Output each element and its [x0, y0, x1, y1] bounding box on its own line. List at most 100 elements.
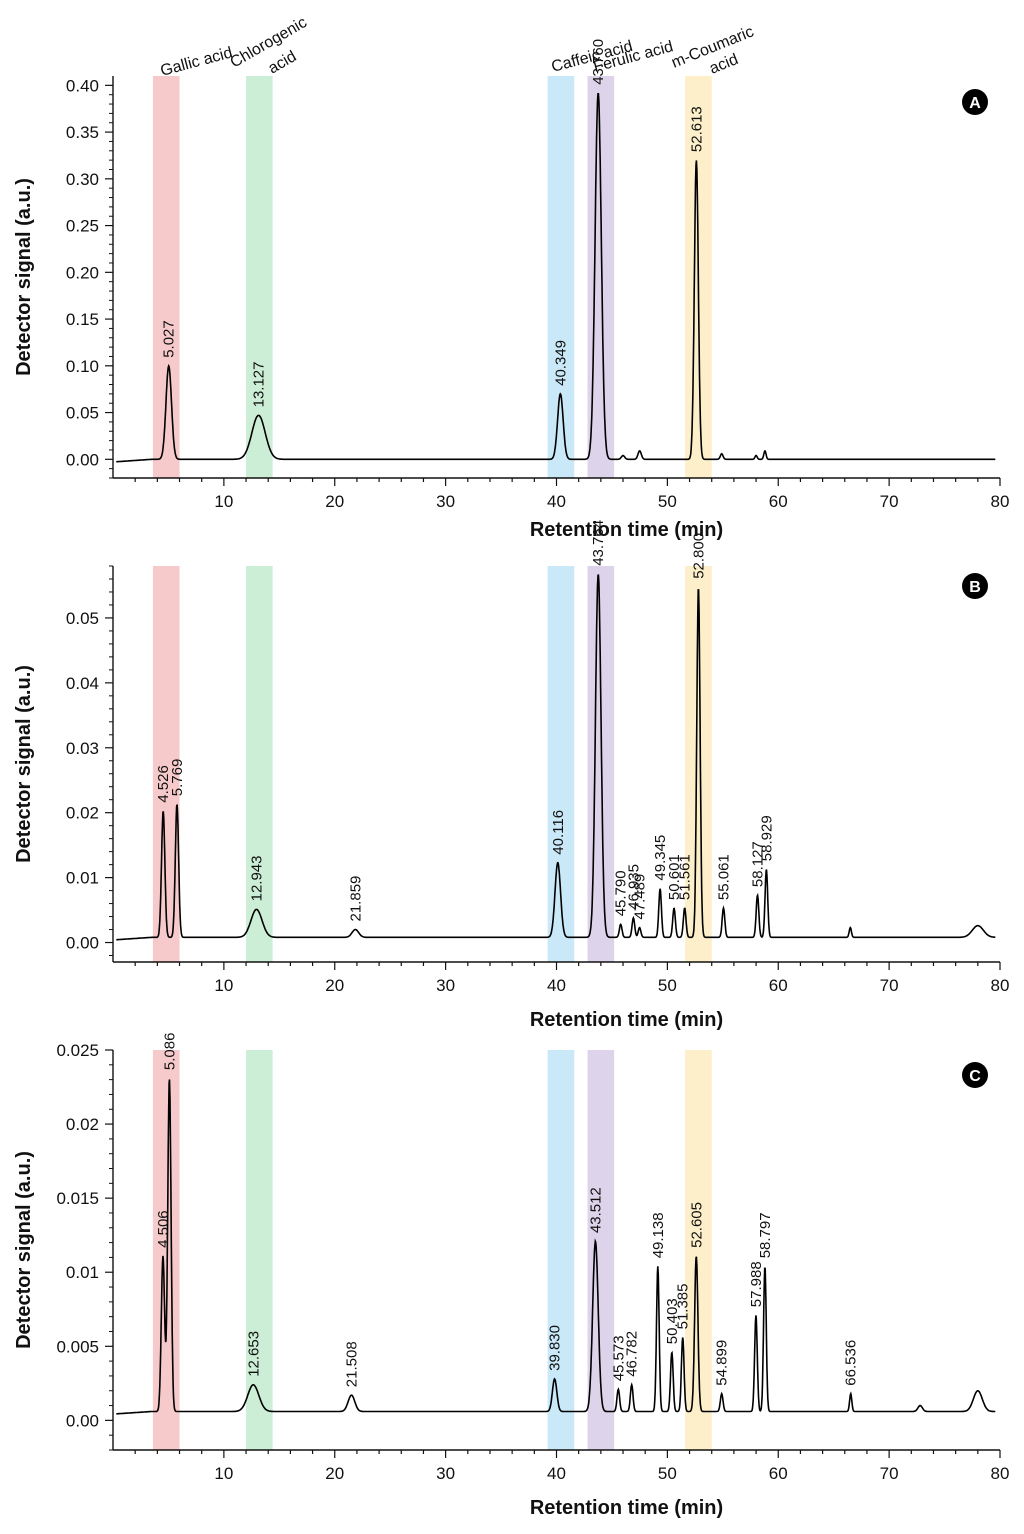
y-tick-label: 0.20 — [66, 263, 99, 282]
y-tick-label: 0.025 — [56, 1041, 99, 1060]
peak-label: 39.830 — [547, 1325, 564, 1371]
compound-header: Gallic acid Chlorogenic acid Caffeic aci… — [159, 14, 757, 80]
y-tick-label: 0.015 — [56, 1189, 99, 1208]
x-tick-label: 50 — [658, 492, 677, 511]
compound-band-2 — [547, 76, 575, 478]
peak-label: 40.116 — [550, 810, 567, 855]
peak-label: 21.859 — [347, 876, 364, 922]
x-tick-label: 10 — [214, 1464, 233, 1483]
peak-label: 49.138 — [650, 1212, 667, 1258]
x-tick-label: 30 — [436, 492, 455, 511]
peak-label: 50.403 — [664, 1298, 681, 1344]
peak-label: 4.526 — [155, 765, 172, 803]
peak-label: 43.760 — [590, 39, 607, 85]
y-tick-label: 0.30 — [66, 170, 99, 189]
peak-label: 46.935 — [625, 864, 642, 910]
y-tick-label: 0.02 — [66, 804, 99, 823]
peak-label: 58.929 — [758, 815, 775, 861]
peak-label: 43.764 — [590, 520, 607, 566]
y-tick-label: 0.10 — [66, 357, 99, 376]
peak-label: 12.943 — [249, 856, 266, 902]
peak-label: 45.790 — [613, 870, 630, 916]
chromatogram-trace — [116, 574, 996, 941]
x-axis-title: Retention time (min) — [530, 1497, 723, 1519]
y-tick-label: 0.05 — [66, 404, 99, 423]
y-tick-label: 0.00 — [66, 934, 99, 953]
compound-band-1 — [246, 76, 273, 478]
y-tick-label: 0.04 — [66, 674, 99, 693]
y-tick-label: 0.01 — [66, 869, 99, 888]
panel-badge — [962, 89, 988, 115]
compound-band-2 — [547, 1050, 575, 1450]
x-tick-label: 10 — [214, 976, 233, 995]
peak-label: 40.349 — [552, 340, 569, 386]
y-tick-label: 0.35 — [66, 123, 99, 142]
y-tick-label: 0.00 — [66, 450, 99, 469]
peak-label: 47.489 — [632, 874, 649, 920]
x-tick-label: 30 — [436, 976, 455, 995]
panel-c-chart: 10 20 30 40 50 60 70 80 0.00 0.005 0.01 0.015 0.02 0.… — [13, 1033, 1009, 1519]
y-tick-label: 0.02 — [66, 1115, 99, 1134]
chromatogram-trace — [116, 93, 996, 463]
y-tick-label: 0.005 — [56, 1337, 99, 1356]
y-tick-label: 0.00 — [66, 1411, 99, 1430]
peak-label: 13.127 — [251, 362, 268, 408]
x-axis-title: Retention time (min) — [530, 1009, 723, 1031]
x-tick-label: 20 — [325, 1464, 344, 1483]
panel-letter: C — [969, 1068, 981, 1085]
x-tick-label: 20 — [325, 976, 344, 995]
peak-label: 58.797 — [757, 1212, 774, 1258]
peak-label: 50.601 — [666, 854, 683, 900]
y-axis-title: Detector signal (a.u.) — [13, 1151, 35, 1349]
compound-band-4 — [685, 1050, 712, 1450]
x-tick-label: 60 — [769, 1464, 788, 1483]
compound-label-gallic: Gallic acid — [159, 44, 235, 80]
x-tick-label: 70 — [880, 976, 899, 995]
panel-letter: A — [969, 95, 981, 112]
x-tick-label: 40 — [547, 492, 566, 511]
peak-label: 49.345 — [652, 835, 669, 881]
x-tick-label: 80 — [991, 1464, 1010, 1483]
y-axis-title: Detector signal (a.u.) — [13, 178, 35, 376]
x-tick-label: 30 — [436, 1464, 455, 1483]
y-axis-title: Detector signal (a.u.) — [13, 665, 35, 863]
y-tick-label: 0.01 — [66, 1263, 99, 1282]
x-tick-label: 50 — [658, 1464, 677, 1483]
x-tick-label: 60 — [769, 976, 788, 995]
peak-label: 4.506 — [155, 1210, 172, 1248]
y-tick-label: 0.03 — [66, 739, 99, 758]
peak-label: 57.988 — [748, 1261, 765, 1307]
peak-label: 45.573 — [610, 1335, 627, 1381]
panel-a-chart: 10 20 30 40 50 60 70 80 0.00 0.05 0.10 0.15 0.20 0.25… — [13, 39, 1009, 541]
peak-label: 43.512 — [587, 1187, 604, 1233]
peak-label: 58.127 — [750, 841, 767, 887]
peak-label: 5.027 — [161, 320, 178, 358]
y-tick-label: 0.40 — [66, 76, 99, 95]
x-tick-label: 60 — [769, 492, 788, 511]
peak-label: 5.086 — [161, 1033, 178, 1071]
y-tick-label: 0.25 — [66, 217, 99, 236]
y-tick-label: 0.05 — [66, 609, 99, 628]
x-tick-label: 50 — [658, 976, 677, 995]
x-tick-label: 20 — [325, 492, 344, 511]
compound-band-0 — [152, 76, 180, 478]
compound-band-0 — [152, 1050, 180, 1450]
compound-label-chlorogenic-acid: acid — [266, 48, 300, 77]
panel-badge — [962, 573, 988, 599]
x-axis-title: Retention time (min) — [530, 519, 723, 541]
chromatogram-trace — [116, 1079, 996, 1415]
x-tick-label: 80 — [991, 492, 1010, 511]
x-tick-label: 80 — [991, 976, 1010, 995]
x-tick-label: 70 — [880, 492, 899, 511]
x-tick-label: 40 — [547, 1464, 566, 1483]
x-tick-label: 70 — [880, 1464, 899, 1483]
compound-band-1 — [246, 1050, 273, 1450]
panel-b-chart: 10 20 30 40 50 60 70 80 0.00 0.01 0.02 0.03 0.04 0.05… — [13, 520, 1009, 1031]
peak-label: 51.385 — [675, 1284, 692, 1330]
y-tick-label: 0.15 — [66, 310, 99, 329]
peak-label: 51.561 — [677, 854, 694, 900]
peak-label: 52.800 — [690, 533, 707, 579]
peak-label: 55.061 — [716, 854, 733, 900]
peak-label: 52.613 — [688, 106, 705, 152]
